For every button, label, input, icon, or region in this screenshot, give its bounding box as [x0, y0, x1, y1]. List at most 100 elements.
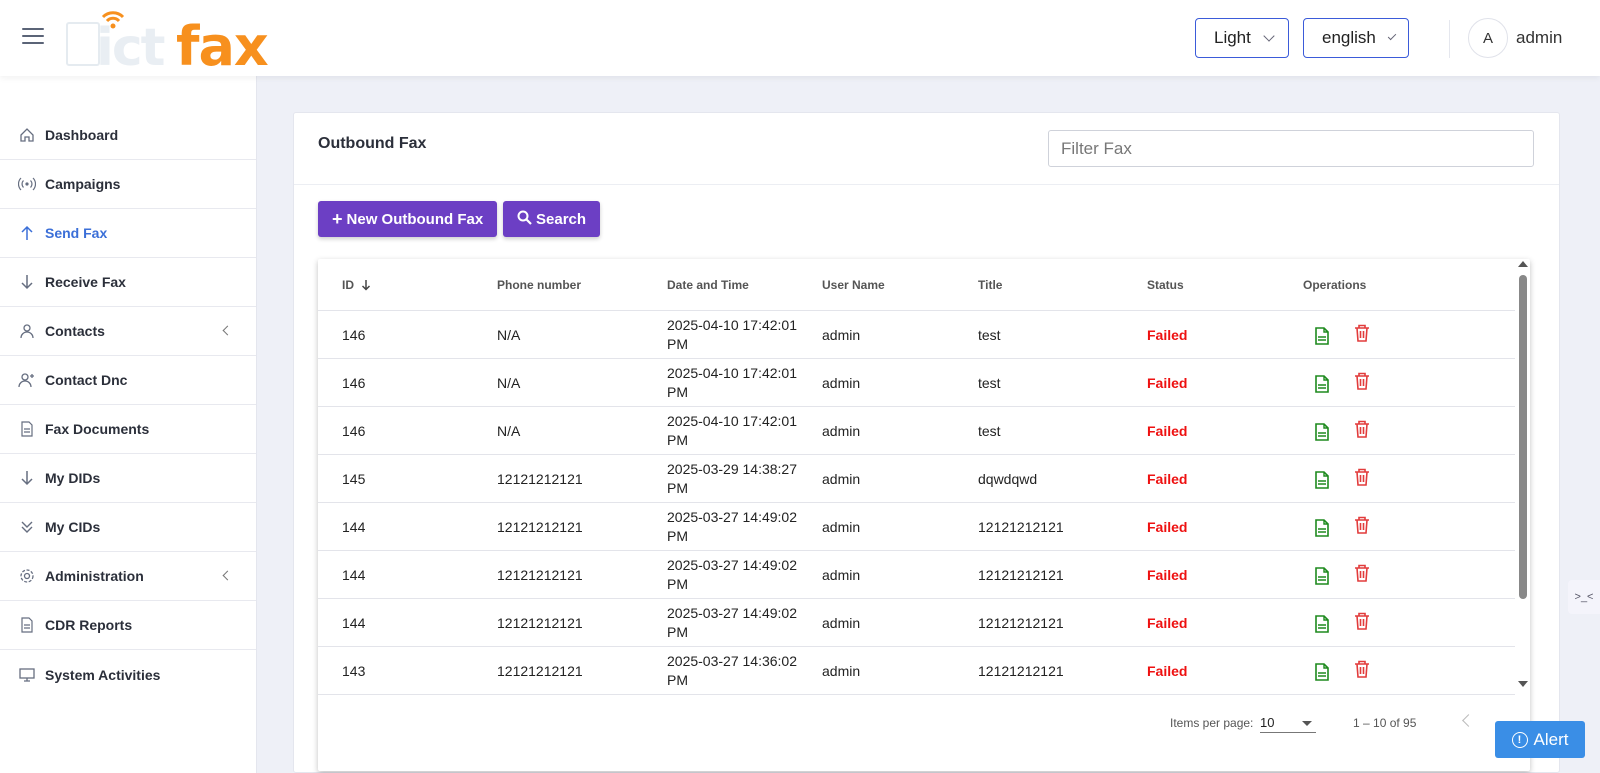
double-chevron-down-icon: [18, 518, 36, 536]
sidebar-item-my-dids[interactable]: My DIDs: [0, 454, 256, 503]
table-row[interactable]: 143 12121212121 2025-03-27 14:36:02 PM ad…: [318, 647, 1515, 695]
status-badge: Failed: [1147, 663, 1188, 679]
sidebar-item-contacts[interactable]: Contacts: [0, 307, 256, 356]
sidebar-item-fax-documents[interactable]: Fax Documents: [0, 405, 256, 454]
cell-user: admin: [822, 663, 861, 679]
view-document-icon[interactable]: [1313, 566, 1331, 586]
view-document-icon[interactable]: [1313, 374, 1331, 394]
sidebar-item-contact-dnc[interactable]: Contact Dnc: [0, 356, 256, 405]
view-document-icon[interactable]: [1313, 614, 1331, 634]
table-row[interactable]: 146 N/A 2025-04-10 17:42:01 PM admin test…: [318, 311, 1515, 359]
cell-title: 12121212121: [978, 519, 1064, 535]
scroll-down-icon[interactable]: [1518, 681, 1528, 687]
cell-date-ampm: PM: [667, 336, 688, 352]
cell-phone: 12121212121: [497, 615, 583, 631]
search-button[interactable]: Search: [503, 201, 601, 237]
sidebar-item-my-cids[interactable]: My CIDs: [0, 503, 256, 552]
side-panel-toggle[interactable]: >_<: [1568, 580, 1600, 614]
previous-page-icon[interactable]: [1462, 714, 1475, 727]
sidebar-item-receive-fax[interactable]: Receive Fax: [0, 258, 256, 307]
delete-trash-icon[interactable]: [1353, 467, 1371, 487]
column-header-phone[interactable]: Phone number: [497, 278, 582, 292]
sidebar-item-administration[interactable]: Administration: [0, 552, 256, 601]
sidebar-item-label: My DIDs: [45, 470, 101, 486]
sidebar-item-cdr-reports[interactable]: CDR Reports: [0, 601, 256, 650]
cell-title: 12121212121: [978, 615, 1064, 631]
view-document-icon[interactable]: [1313, 470, 1331, 490]
new-outbound-fax-button[interactable]: + New Outbound Fax: [318, 201, 498, 237]
monitor-icon: [18, 666, 36, 684]
table-scrollbar[interactable]: [1515, 259, 1530, 699]
cell-date-ampm: PM: [667, 432, 688, 448]
delete-trash-icon[interactable]: [1353, 563, 1371, 583]
delete-trash-icon[interactable]: [1353, 659, 1371, 679]
top-header: ict fax Light english A admin: [0, 0, 1600, 76]
logo-document-icon: [66, 22, 100, 66]
table-row[interactable]: 146 N/A 2025-04-10 17:42:01 PM admin test…: [318, 359, 1515, 407]
items-per-page-label: Items per page:: [1170, 716, 1254, 730]
column-header-title[interactable]: Title: [978, 278, 1003, 292]
column-header-operations: Operations: [1303, 278, 1367, 292]
search-label: Search: [536, 210, 587, 228]
items-per-page-value: 10: [1260, 715, 1275, 730]
cell-date: 2025-04-10 17:42:01 PM: [667, 316, 807, 354]
scrollbar-thumb[interactable]: [1519, 275, 1527, 599]
cell-date: 2025-04-10 17:42:01 PM: [667, 364, 807, 402]
view-document-icon[interactable]: [1313, 326, 1331, 346]
delete-trash-icon[interactable]: [1353, 515, 1371, 535]
chevron-left-icon: [222, 570, 233, 581]
cell-date: 2025-03-27 14:49:02 PM: [667, 604, 807, 642]
sidebar-item-label: Contacts: [45, 323, 105, 339]
sidebar-item-send-fax[interactable]: Send Fax: [0, 209, 256, 258]
delete-trash-icon[interactable]: [1353, 419, 1371, 439]
delete-trash-icon[interactable]: [1353, 323, 1371, 343]
cell-date: 2025-04-10 17:42:01 PM: [667, 412, 807, 450]
column-header-status[interactable]: Status: [1147, 278, 1184, 292]
column-header-user[interactable]: User Name: [822, 278, 885, 292]
cell-date-ampm: PM: [667, 528, 688, 544]
theme-select[interactable]: Light: [1195, 18, 1289, 58]
cell-user: admin: [822, 423, 861, 439]
plus-icon: +: [332, 209, 343, 229]
info-icon: !: [1511, 731, 1528, 748]
sidebar-item-label: Contact Dnc: [45, 372, 128, 388]
sidebar-item-system-activities[interactable]: System Activities: [0, 650, 256, 699]
chevron-left-icon: [222, 325, 233, 336]
menu-toggle-icon[interactable]: [22, 28, 44, 44]
cell-phone: 12121212121: [497, 519, 583, 535]
language-select[interactable]: english: [1303, 18, 1409, 58]
view-document-icon[interactable]: [1313, 662, 1331, 682]
sidebar-nav: Dashboard Campaigns Send Fax Receive Fax…: [0, 111, 256, 699]
view-document-icon[interactable]: [1313, 518, 1331, 538]
cell-id: 146: [342, 423, 366, 439]
cell-date-value: 2025-03-29 14:38:27: [667, 461, 797, 477]
cell-title: dqwdqwd: [978, 471, 1038, 487]
table-row[interactable]: 145 12121212121 2025-03-29 14:38:27 PM ad…: [318, 455, 1515, 503]
table-header: ID Phone number Date and Time User Name …: [318, 259, 1515, 311]
cell-phone: N/A: [497, 423, 521, 439]
status-badge: Failed: [1147, 423, 1188, 439]
avatar[interactable]: A: [1468, 18, 1508, 58]
table-row[interactable]: 144 12121212121 2025-03-27 14:49:02 PM ad…: [318, 551, 1515, 599]
cell-date-ampm: PM: [667, 672, 688, 688]
items-per-page-select[interactable]: 10: [1260, 711, 1316, 733]
table-row[interactable]: 144 12121212121 2025-03-27 14:49:02 PM ad…: [318, 503, 1515, 551]
delete-trash-icon[interactable]: [1353, 371, 1371, 391]
sidebar-item-dashboard[interactable]: Dashboard: [0, 111, 256, 160]
delete-trash-icon[interactable]: [1353, 611, 1371, 631]
alert-button[interactable]: ! Alert: [1495, 721, 1585, 758]
table-row[interactable]: 144 12121212121 2025-03-27 14:49:02 PM ad…: [318, 599, 1515, 647]
user-name[interactable]: admin: [1516, 28, 1563, 47]
logo: ict fax: [66, 6, 286, 74]
scroll-up-icon[interactable]: [1518, 261, 1528, 267]
cell-date-value: 2025-04-10 17:42:01: [667, 317, 797, 333]
view-document-icon[interactable]: [1313, 422, 1331, 442]
status-badge: Failed: [1147, 375, 1188, 391]
column-header-id[interactable]: ID: [342, 278, 371, 292]
filter-input[interactable]: [1048, 130, 1534, 167]
sidebar-item-campaigns[interactable]: Campaigns: [0, 160, 256, 209]
document-icon: [18, 616, 36, 634]
dropdown-arrow-icon: [1302, 721, 1312, 726]
column-header-date[interactable]: Date and Time: [667, 278, 749, 292]
table-row[interactable]: 146 N/A 2025-04-10 17:42:01 PM admin test…: [318, 407, 1515, 455]
